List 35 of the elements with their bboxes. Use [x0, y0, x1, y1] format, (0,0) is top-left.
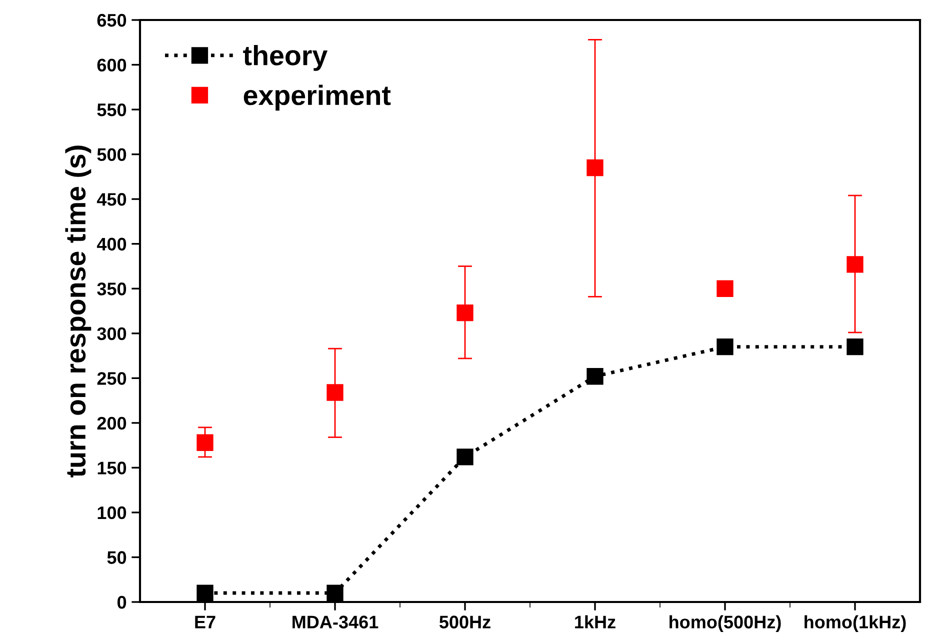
y-tick-label: 600 — [97, 58, 126, 72]
x-tick-label: E7 — [195, 616, 216, 628]
point — [716, 338, 734, 356]
point — [586, 368, 604, 385]
legend-label: experiment — [244, 84, 391, 111]
point — [326, 584, 344, 602]
y-tick-label: 550 — [97, 103, 126, 116]
y-axis-title: turn on response time (s) — [65, 146, 92, 478]
x-tick-label: 500Hz — [439, 616, 490, 628]
y-tick-label: 200 — [97, 416, 126, 430]
y-tick-label: 50 — [107, 551, 126, 564]
point — [586, 159, 604, 176]
x-tick-label: MDA-3461 — [292, 616, 378, 628]
point — [326, 384, 344, 401]
x-tick-label: homo(500Hz) — [670, 615, 781, 632]
y-tick-label: 400 — [96, 238, 126, 251]
x-tick-label: homo(1kHz) — [804, 615, 906, 632]
point — [716, 280, 734, 297]
y-tick-label: 450 — [96, 193, 126, 206]
y-tick-label: 250 — [97, 372, 126, 385]
y-tick-label: 350 — [97, 282, 126, 296]
point — [196, 584, 214, 602]
point — [846, 338, 864, 356]
y-tick-label: 300 — [97, 327, 126, 340]
point — [456, 448, 474, 466]
y-tick-label: 650 — [97, 14, 126, 27]
point — [196, 434, 214, 451]
y-tick-label: 0 — [117, 596, 126, 609]
point — [456, 304, 474, 322]
y-tick-label: 150 — [98, 462, 126, 474]
y-tick-label: 500 — [97, 148, 126, 162]
x-tick-label: 1kHz — [575, 615, 616, 628]
legend-label: theory — [243, 45, 328, 71]
point — [846, 256, 864, 273]
y-tick-label: 100 — [98, 506, 126, 520]
